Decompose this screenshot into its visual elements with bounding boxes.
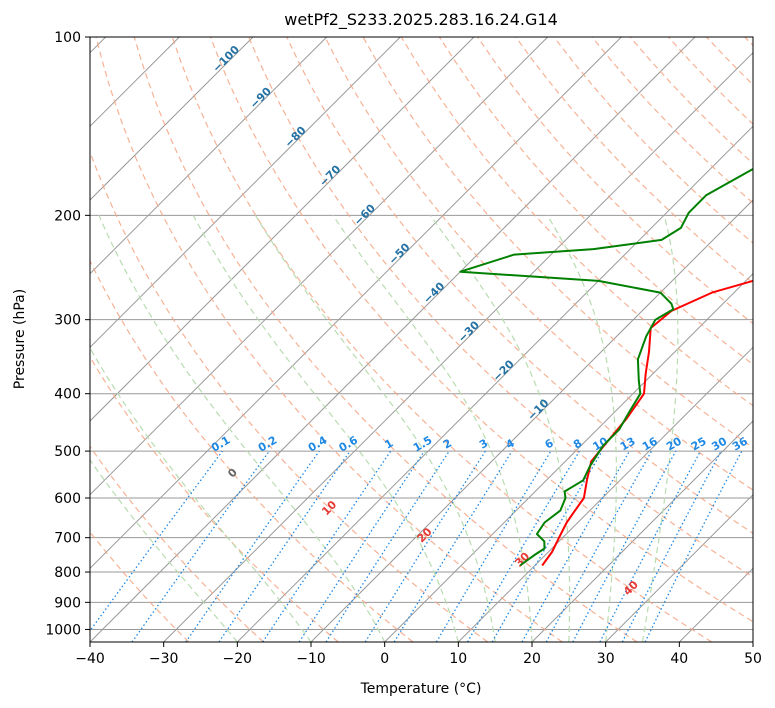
y-tick-label: 400 [54, 387, 81, 403]
x-axis-title: Temperature (°C) [360, 681, 482, 697]
isotherm-line [90, 37, 475, 422]
moist-adiabat-line [429, 214, 571, 642]
isotherm-line [384, 272, 753, 642]
x-tick-label: −30 [149, 651, 179, 667]
mixing-ratio-line [393, 450, 513, 642]
y-axis-title: Pressure (hPa) [12, 289, 28, 389]
moist-adiabat-line [98, 215, 386, 642]
y-tick-label: 1000 [45, 622, 81, 638]
y-tick-label: 300 [54, 313, 81, 329]
isotherm-line [90, 37, 696, 642]
isotherm-line [531, 420, 753, 642]
y-tick-label: 100 [54, 30, 81, 46]
mixing-ratio-line [644, 450, 743, 642]
plot-frame [89, 36, 754, 643]
isotherm-line [605, 493, 753, 642]
y-tick-label: 900 [54, 595, 81, 611]
dry-adiabat-line [95, 37, 563, 642]
temperature-profile-line [541, 279, 753, 567]
moist-adiabat-line [641, 215, 679, 642]
x-tick-label: 50 [744, 651, 762, 667]
chart-title: wetPf2_S233.2025.283.16.24.G14 [284, 10, 558, 30]
x-tick-label: −20 [223, 651, 253, 667]
x-tick-label: 20 [523, 651, 541, 667]
x-tick-label: 40 [670, 651, 688, 667]
dry-adiabat-line [90, 259, 414, 642]
x-tick-label: 30 [597, 651, 615, 667]
profile-lines [459, 167, 753, 567]
x-tick-label: 0 [380, 651, 389, 667]
isotherm-line [457, 346, 753, 642]
dry-adiabat-line [324, 37, 753, 491]
isotherm-line [236, 125, 753, 642]
y-tick-label: 500 [54, 444, 81, 460]
moist-adiabat-line [192, 215, 459, 642]
dry-adiabat-line [171, 37, 713, 642]
moist-adiabat-line [332, 214, 533, 642]
x-tick-label: 10 [449, 651, 467, 667]
x-axis-ticks: −40 −30 −20 −10 0 10 20 30 40 50 [75, 642, 762, 667]
mixing-ratio-line [325, 450, 450, 642]
y-tick-label: 800 [54, 565, 81, 581]
isotherm-line [90, 37, 328, 275]
x-tick-label: −10 [296, 651, 326, 667]
isotherm-line [90, 37, 401, 349]
mixing-ratio-line [521, 450, 631, 642]
dry-adiabat-line [90, 355, 339, 642]
mixing-ratio-line [185, 450, 320, 642]
mixing-ratio-line [262, 450, 392, 642]
moist-adiabat-line [546, 214, 617, 642]
y-axis-ticks: 100 200 300 400 500 600 700 800 900 1000 [45, 30, 90, 638]
background-lines [90, 37, 753, 642]
dry-adiabat-line [286, 37, 753, 534]
mixing-ratio-line [572, 450, 677, 642]
mixing-ratio-line [131, 450, 270, 642]
isotherm-line [90, 37, 254, 201]
mixing-ratio-line [298, 450, 425, 642]
dry-adiabat-line [209, 37, 753, 623]
isotherm-line [90, 37, 549, 496]
dry-adiabat-line [248, 37, 753, 578]
mixing-ratio-line [545, 450, 653, 642]
dry-adiabat-line [133, 37, 638, 642]
isotherm-line [90, 37, 622, 570]
mixing-ratio-line [218, 450, 351, 642]
mixing-ratio-line [90, 450, 223, 632]
x-tick-label: −40 [75, 651, 105, 667]
y-tick-label: 700 [54, 531, 81, 547]
isotherm-line [163, 51, 753, 642]
moist-adiabat-line [90, 458, 238, 642]
y-tick-label: 200 [54, 208, 81, 224]
dry-adiabat-line [90, 445, 264, 642]
moist-adiabat-line [90, 346, 312, 642]
dewpoint-profile-line [459, 167, 753, 567]
y-tick-label: 600 [54, 491, 81, 507]
